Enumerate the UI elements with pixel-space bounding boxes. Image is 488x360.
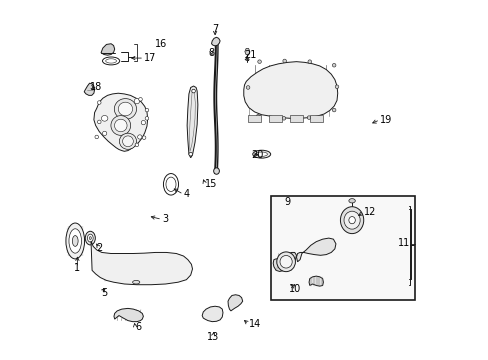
Ellipse shape <box>139 98 142 101</box>
Ellipse shape <box>114 99 136 120</box>
Ellipse shape <box>256 114 260 118</box>
Bar <box>310 116 323 122</box>
Ellipse shape <box>276 252 295 272</box>
Ellipse shape <box>132 280 140 284</box>
Ellipse shape <box>340 207 363 234</box>
Text: 3: 3 <box>162 215 168 224</box>
Polygon shape <box>211 37 220 46</box>
Ellipse shape <box>282 117 285 120</box>
Ellipse shape <box>66 223 84 259</box>
Ellipse shape <box>114 119 127 132</box>
Polygon shape <box>227 295 242 311</box>
Ellipse shape <box>101 116 108 121</box>
Polygon shape <box>273 252 296 271</box>
Ellipse shape <box>72 235 78 246</box>
Polygon shape <box>187 86 198 158</box>
Ellipse shape <box>69 229 81 253</box>
Text: 21: 21 <box>244 50 256 60</box>
Ellipse shape <box>188 152 192 156</box>
Text: 4: 4 <box>183 189 189 199</box>
Ellipse shape <box>87 234 93 242</box>
Ellipse shape <box>348 217 355 224</box>
Ellipse shape <box>145 108 148 112</box>
Ellipse shape <box>145 117 148 120</box>
Ellipse shape <box>119 133 136 149</box>
Text: 15: 15 <box>204 179 217 189</box>
Ellipse shape <box>118 102 132 116</box>
Ellipse shape <box>306 116 310 120</box>
Polygon shape <box>244 62 337 118</box>
Text: 12: 12 <box>363 207 375 217</box>
Ellipse shape <box>332 108 335 112</box>
Ellipse shape <box>307 60 311 63</box>
Ellipse shape <box>122 136 133 147</box>
Ellipse shape <box>280 256 292 268</box>
Text: 18: 18 <box>89 82 102 92</box>
Bar <box>289 116 302 122</box>
Ellipse shape <box>191 89 195 93</box>
Bar <box>271 196 414 300</box>
Polygon shape <box>101 44 115 55</box>
Bar <box>268 116 281 122</box>
Polygon shape <box>94 93 147 151</box>
Ellipse shape <box>137 135 142 139</box>
Text: 9: 9 <box>284 197 290 207</box>
Polygon shape <box>308 276 323 286</box>
Text: 11: 11 <box>397 238 409 248</box>
Ellipse shape <box>135 143 139 147</box>
Polygon shape <box>244 49 249 55</box>
Ellipse shape <box>85 231 95 245</box>
Ellipse shape <box>134 98 139 104</box>
Polygon shape <box>91 241 192 285</box>
Ellipse shape <box>97 120 101 124</box>
Ellipse shape <box>165 177 176 192</box>
Text: 10: 10 <box>289 284 301 294</box>
Text: 16: 16 <box>154 40 166 49</box>
Ellipse shape <box>257 60 261 63</box>
Ellipse shape <box>102 131 106 135</box>
Text: 1: 1 <box>74 263 81 273</box>
Text: 2: 2 <box>96 243 102 253</box>
Text: 7: 7 <box>211 24 218 35</box>
Polygon shape <box>84 83 94 95</box>
Ellipse shape <box>246 86 249 89</box>
Text: 8: 8 <box>208 48 214 58</box>
Ellipse shape <box>213 168 219 174</box>
Ellipse shape <box>282 59 286 63</box>
Polygon shape <box>114 309 143 321</box>
Ellipse shape <box>245 58 249 61</box>
Ellipse shape <box>95 135 99 139</box>
Text: 19: 19 <box>379 115 391 125</box>
Ellipse shape <box>344 211 360 229</box>
Text: 14: 14 <box>248 319 261 329</box>
Ellipse shape <box>141 121 145 125</box>
Text: 17: 17 <box>144 53 156 63</box>
Ellipse shape <box>255 152 267 156</box>
Ellipse shape <box>142 136 145 139</box>
Ellipse shape <box>105 59 116 63</box>
Ellipse shape <box>111 116 130 135</box>
Ellipse shape <box>89 237 91 239</box>
Text: 6: 6 <box>135 322 141 332</box>
Text: 20: 20 <box>251 150 264 160</box>
Ellipse shape <box>332 63 335 67</box>
Ellipse shape <box>252 150 270 158</box>
Polygon shape <box>296 238 335 262</box>
Polygon shape <box>202 306 223 321</box>
Text: 5: 5 <box>101 288 107 298</box>
Ellipse shape <box>97 101 101 104</box>
Bar <box>247 116 261 122</box>
Ellipse shape <box>348 199 355 203</box>
Ellipse shape <box>335 85 338 89</box>
Text: 13: 13 <box>206 332 219 342</box>
